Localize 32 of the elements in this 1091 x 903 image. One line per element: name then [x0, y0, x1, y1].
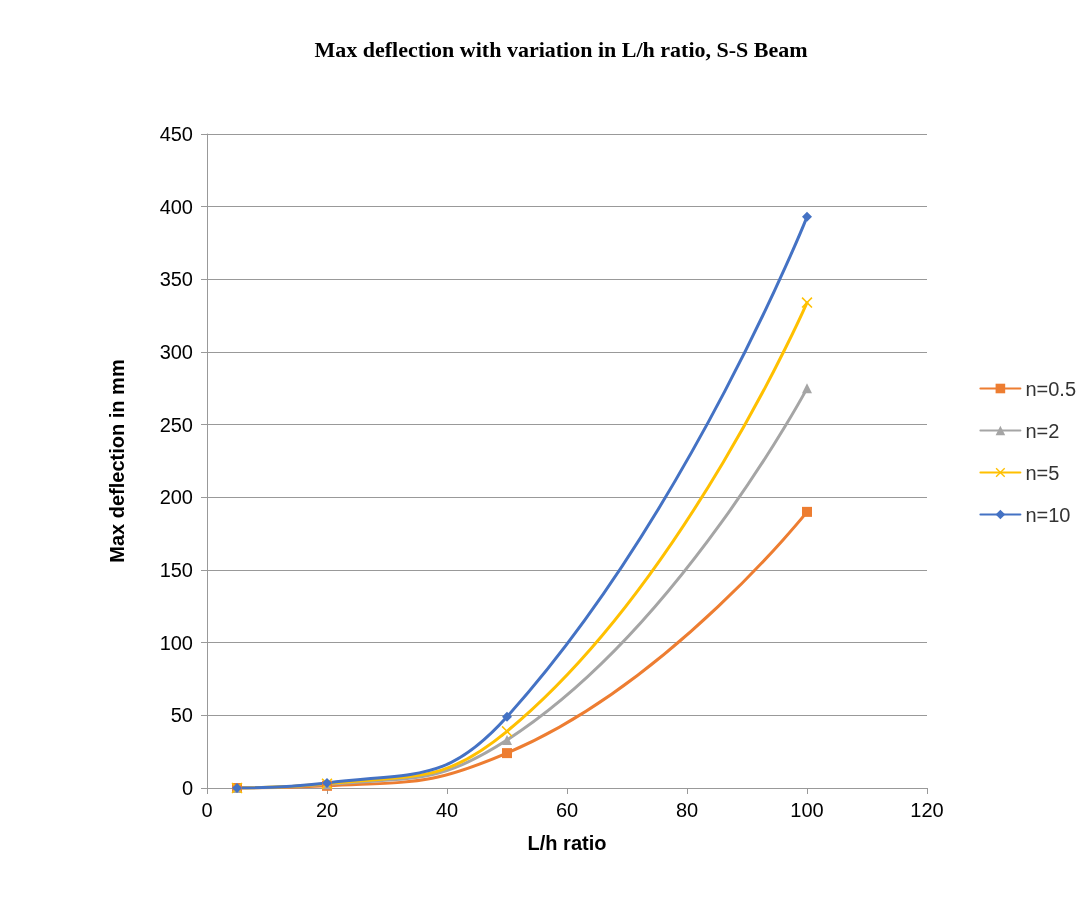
- y-tick-label: 150: [159, 559, 193, 581]
- x-tick-label: 80: [675, 799, 699, 821]
- point: [801, 297, 813, 309]
- x-tick-label: 20: [315, 799, 339, 821]
- legend-label: n=0.5: [1025, 377, 1076, 400]
- y-tick-label: 400: [159, 195, 193, 218]
- x-tick-label: 60: [555, 799, 579, 821]
- point: [802, 506, 812, 517]
- y-tick-label: 250: [159, 413, 193, 436]
- chart-title: Max deflection with variation in L/h ratio, S-S Beam: [314, 36, 808, 62]
- point: [502, 711, 512, 722]
- x-tick-label: 100: [790, 799, 824, 821]
- x-tick-label: 0: [201, 799, 213, 821]
- legend-label: n=5: [1025, 461, 1060, 484]
- point: [502, 735, 512, 746]
- point: [501, 725, 513, 737]
- y-axis-title: Max deflection in mm: [106, 359, 128, 563]
- y-tick-label: 450: [159, 123, 193, 145]
- y-tick-label: 50: [170, 704, 193, 727]
- point: [802, 211, 812, 222]
- x-tick-label: 120: [910, 799, 944, 821]
- legend-label: n=2: [1025, 419, 1060, 442]
- y-tick-label: 0: [181, 777, 193, 799]
- point: [802, 383, 812, 394]
- y-tick-label: 100: [159, 631, 193, 654]
- legend-label: n=10: [1025, 503, 1071, 526]
- x-axis-title: L/h ratio: [527, 832, 607, 854]
- x-tick-label: 40: [435, 799, 459, 821]
- y-tick-label: 300: [159, 341, 193, 363]
- y-tick-label: 350: [159, 268, 193, 291]
- y-tick-label: 200: [159, 486, 193, 509]
- point: [502, 748, 512, 759]
